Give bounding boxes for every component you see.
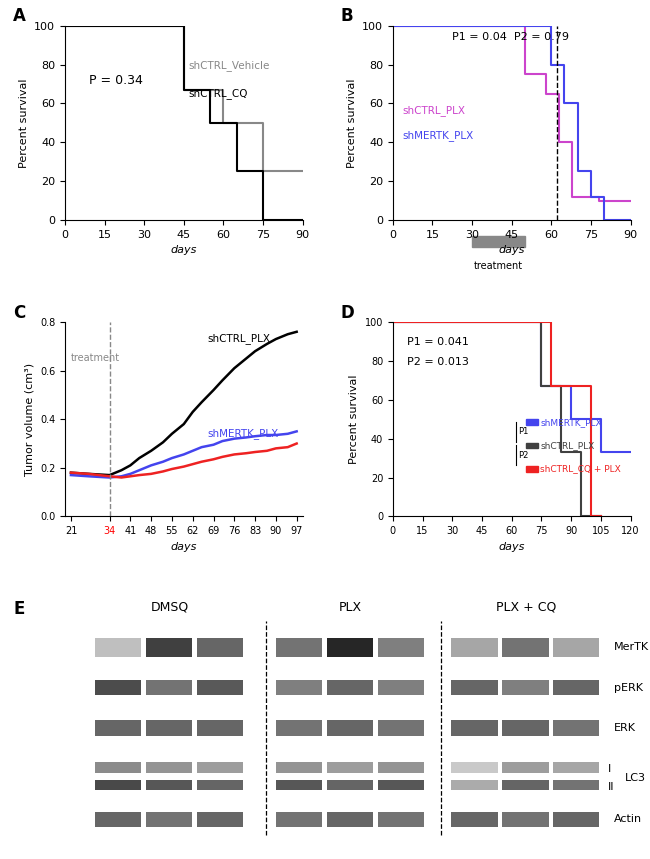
Bar — [553, 763, 599, 772]
Bar — [95, 638, 141, 657]
Text: shCTRL_CQ + PLX: shCTRL_CQ + PLX — [540, 464, 621, 473]
Text: B: B — [341, 8, 354, 26]
Text: P1: P1 — [517, 427, 528, 436]
Bar — [276, 679, 322, 696]
Bar — [502, 720, 549, 735]
X-axis label: days: days — [499, 542, 525, 551]
Bar — [327, 638, 373, 657]
Bar — [378, 812, 424, 827]
X-axis label: days: days — [170, 246, 197, 255]
Bar — [95, 780, 141, 790]
Y-axis label: Tumor volume (cm³): Tumor volume (cm³) — [24, 362, 34, 476]
Bar — [502, 679, 549, 696]
Bar — [378, 720, 424, 735]
Text: MerTK: MerTK — [614, 643, 649, 653]
Text: LC3: LC3 — [625, 773, 646, 783]
Bar — [451, 679, 498, 696]
Text: P1 = 0.04  P2 = 0.79: P1 = 0.04 P2 = 0.79 — [452, 32, 569, 41]
Y-axis label: Percent survival: Percent survival — [349, 375, 359, 464]
Bar — [502, 780, 549, 790]
Y-axis label: Percent survival: Percent survival — [19, 78, 29, 168]
Bar — [451, 638, 498, 657]
Text: shCTRL_PLX: shCTRL_PLX — [540, 441, 595, 450]
Bar — [95, 720, 141, 735]
Bar — [553, 812, 599, 827]
Bar — [327, 679, 373, 696]
Bar — [327, 780, 373, 790]
Bar — [146, 720, 192, 735]
Text: DMSQ: DMSQ — [151, 601, 188, 614]
Text: shCTRL_Vehicle: shCTRL_Vehicle — [188, 60, 270, 71]
Text: P = 0.34: P = 0.34 — [89, 74, 142, 87]
Text: treatment: treatment — [474, 261, 523, 271]
Bar — [146, 780, 192, 790]
Text: E: E — [13, 600, 25, 618]
Text: P2 = 0.013: P2 = 0.013 — [407, 356, 469, 367]
Text: shCTRL_PLX: shCTRL_PLX — [207, 333, 270, 344]
Bar — [502, 638, 549, 657]
Bar — [197, 638, 243, 657]
Bar — [146, 679, 192, 696]
Text: P2: P2 — [517, 451, 528, 460]
Bar — [378, 763, 424, 772]
Text: shMERTK_PLX: shMERTK_PLX — [207, 429, 279, 439]
Text: C: C — [13, 304, 25, 322]
Bar — [276, 812, 322, 827]
Bar — [276, 763, 322, 772]
Y-axis label: Percent survival: Percent survival — [346, 78, 357, 168]
Text: pERK: pERK — [614, 683, 643, 692]
Text: A: A — [13, 8, 26, 26]
Bar — [327, 720, 373, 735]
Bar — [95, 679, 141, 696]
Bar — [197, 720, 243, 735]
Text: ERK: ERK — [614, 723, 636, 733]
Bar — [526, 419, 538, 425]
Bar — [502, 812, 549, 827]
Bar — [553, 780, 599, 790]
X-axis label: days: days — [170, 542, 197, 551]
Bar — [276, 638, 322, 657]
Bar — [327, 763, 373, 772]
Bar — [502, 763, 549, 772]
Text: D: D — [341, 304, 355, 322]
Text: Actin: Actin — [614, 814, 642, 825]
Bar — [378, 780, 424, 790]
Bar — [378, 638, 424, 657]
Text: shCTRL_CQ: shCTRL_CQ — [188, 88, 248, 99]
Bar — [146, 763, 192, 772]
Bar — [197, 763, 243, 772]
Bar — [553, 638, 599, 657]
Text: PLX + CQ: PLX + CQ — [496, 601, 556, 614]
Bar — [276, 780, 322, 790]
Bar — [146, 812, 192, 827]
Bar — [197, 812, 243, 827]
Bar — [146, 638, 192, 657]
Bar — [197, 780, 243, 790]
Text: II: II — [608, 782, 614, 792]
Bar — [472, 235, 525, 247]
Bar — [526, 442, 538, 448]
Bar — [451, 780, 498, 790]
Text: P1 = 0.041: P1 = 0.041 — [407, 338, 469, 347]
Text: PLX: PLX — [339, 601, 362, 614]
Bar — [276, 720, 322, 735]
Bar — [451, 720, 498, 735]
Bar — [526, 466, 538, 472]
Bar — [95, 763, 141, 772]
Text: I: I — [608, 765, 611, 774]
Bar — [378, 679, 424, 696]
Text: treatment: treatment — [71, 353, 120, 363]
Bar — [197, 679, 243, 696]
Bar — [451, 812, 498, 827]
Text: shMERTK_PLX: shMERTK_PLX — [402, 131, 474, 142]
Bar — [553, 679, 599, 696]
Bar — [451, 763, 498, 772]
Bar — [327, 812, 373, 827]
Text: shMERTK_PLX: shMERTK_PLX — [540, 417, 602, 427]
Bar — [553, 720, 599, 735]
Text: shCTRL_PLX: shCTRL_PLX — [402, 105, 465, 116]
Bar — [95, 812, 141, 827]
X-axis label: days: days — [499, 246, 525, 255]
